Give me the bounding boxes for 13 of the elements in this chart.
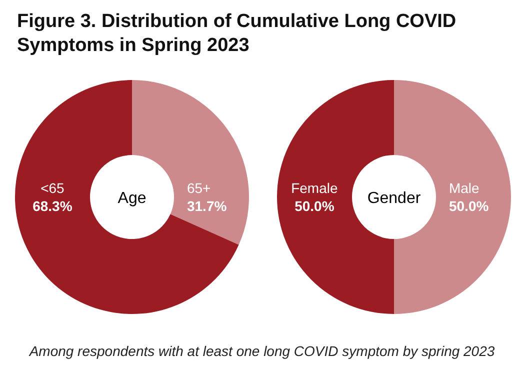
- donut-slice: [15, 80, 239, 314]
- slice-label: Female: [291, 180, 338, 196]
- text: Age: [118, 190, 146, 207]
- chart-title: Figure 3. Distribution of Cumulative Long COVID Symptoms in Spring 2023: [17, 11, 456, 56]
- data-label: 50.0%: [294, 198, 335, 214]
- data-label: 31.7%: [186, 198, 228, 214]
- slice-label: <65: [40, 180, 65, 196]
- text: Among respondents with at least one long COVID symptom by spring 2023: [28, 343, 495, 359]
- data-label: 50.0%: [448, 198, 490, 214]
- slice-label: 65+: [186, 180, 211, 196]
- text: Gender: [367, 190, 422, 207]
- data-label: 68.3%: [32, 198, 73, 214]
- slice-label: Male: [448, 180, 480, 196]
